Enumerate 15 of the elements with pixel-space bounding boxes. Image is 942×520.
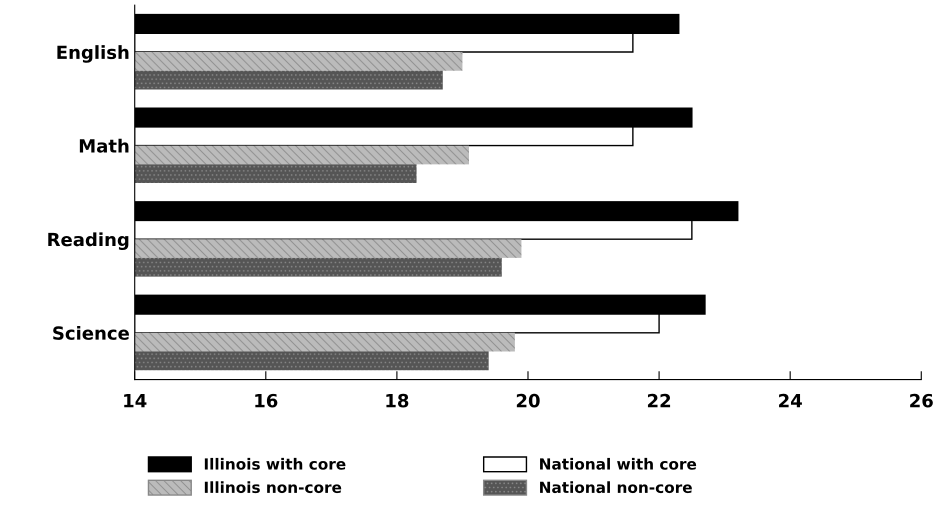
y-tick-label: English xyxy=(57,45,128,63)
x-tick-label: 16 xyxy=(255,394,278,408)
y-tick-label: Science xyxy=(53,326,129,340)
x-tick-label: 18 xyxy=(386,394,408,408)
legend-label: Illinois non-core xyxy=(204,481,342,494)
x-tick-label: 24 xyxy=(779,394,802,408)
legend-label: National with core xyxy=(540,458,696,470)
x-tick-label: 26 xyxy=(910,394,933,408)
legend-label: National non-core xyxy=(540,481,692,494)
x-tick-label: 20 xyxy=(516,394,540,408)
x-tick-label: 22 xyxy=(648,394,670,408)
x-tick-label: 14 xyxy=(124,394,146,408)
y-tick-label: Math xyxy=(80,138,128,153)
y-tick-label: Reading xyxy=(48,232,128,250)
legend-label: Illinois with core xyxy=(204,458,346,470)
